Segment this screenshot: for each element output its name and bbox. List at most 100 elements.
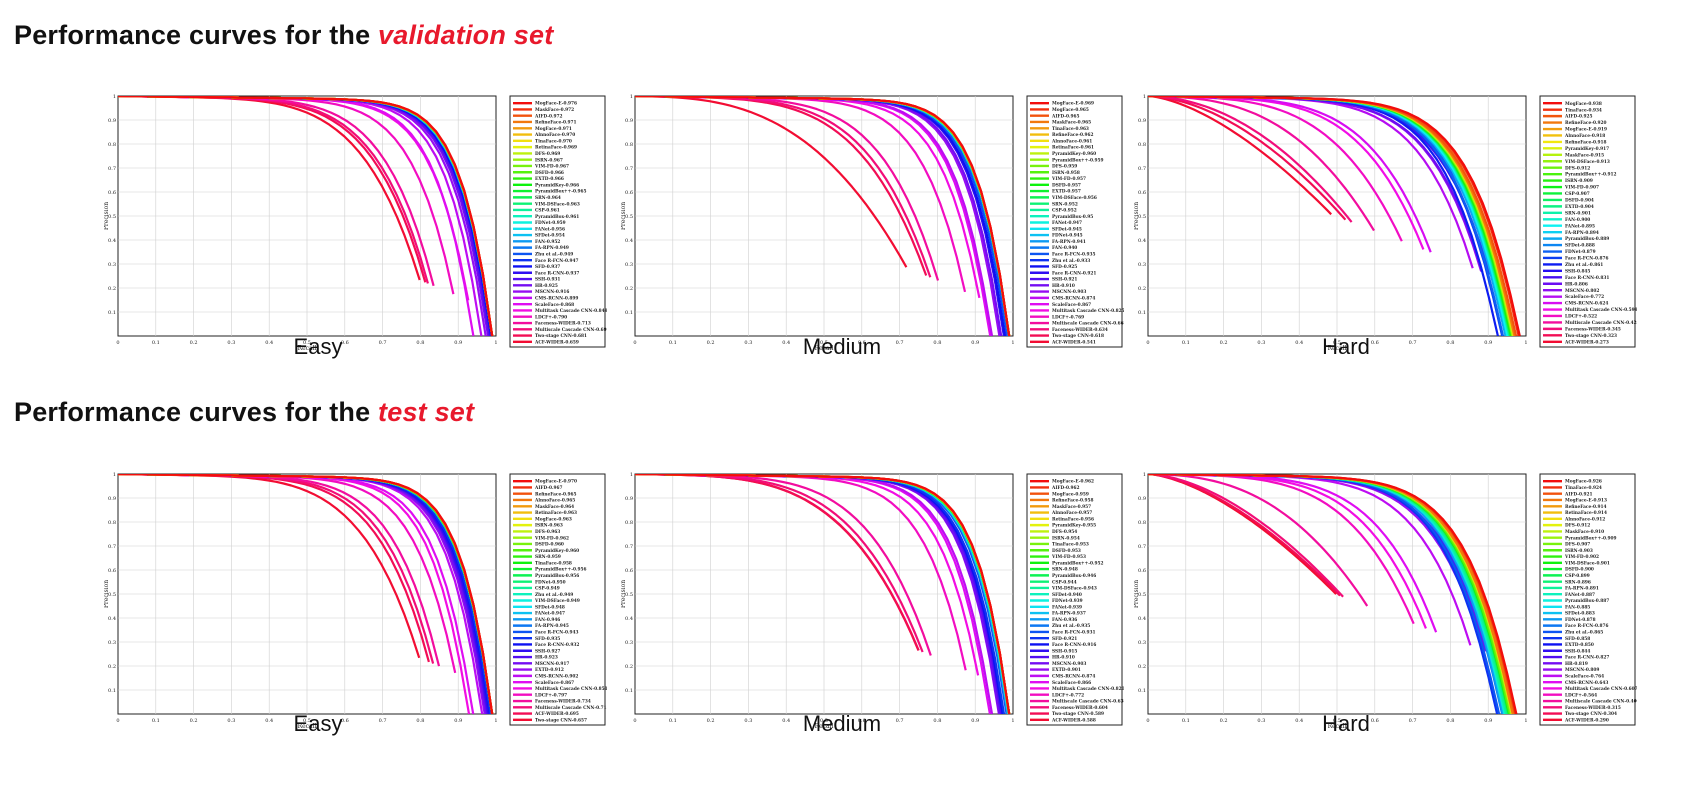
y-tick-label: 0.8 — [625, 142, 633, 148]
legend-label: VIM-FD-0.967 — [534, 165, 569, 170]
legend-label: VIM-FD-0.902 — [1564, 555, 1599, 560]
x-tick-label: 0.8 — [416, 340, 424, 346]
legend-label: ACF-WIDER-0.659 — [534, 340, 579, 345]
y-tick-label: 0.1 — [108, 688, 116, 694]
legend-label: TinaFace-0.953 — [1052, 543, 1089, 548]
legend-label: PyramidBox-0.95 — [1052, 215, 1093, 220]
x-tick-label: 0.7 — [379, 340, 387, 346]
y-tick-label: 0.8 — [108, 142, 116, 148]
legend-label: RefineFace-0.918 — [1565, 141, 1606, 146]
legend-label: PyramidBox++-0.909 — [1565, 536, 1616, 541]
x-tick-label: 0.5 — [820, 340, 828, 346]
y-tick-label: 0.3 — [1138, 640, 1146, 646]
legend-label: PyramidBox-0.887 — [1565, 599, 1609, 604]
x-tick-label: 0.5 — [303, 340, 311, 346]
pr-curve-chart: 0 0.1 0.2 0.3 0.4 0.5 0.6 0.7 0.8 0.9 1 0.1 0.2 0.3 0.… — [1134, 472, 1637, 730]
legend-label: ScaleFace-0.867 — [1052, 303, 1091, 308]
legend-label: SRN-0.901 — [1565, 211, 1591, 216]
legend-label: MogFace-E-0.976 — [535, 102, 577, 107]
panel-caption: Hard — [1322, 334, 1370, 359]
y-axis-label: Precision — [621, 580, 627, 608]
x-tick-label: 0.6 — [1371, 718, 1379, 724]
y-tick-label: 0.1 — [625, 688, 633, 694]
y-tick-label: 0.7 — [108, 544, 116, 550]
x-tick-label: 0.4 — [782, 718, 790, 724]
legend-label: MogFace-E-0.970 — [535, 480, 577, 485]
legend-label: SFD-0.921 — [1052, 637, 1077, 642]
legend-label: CSP-0.961 — [535, 209, 560, 214]
y-tick-label: 1 — [1143, 94, 1146, 100]
legend-label: FA-RPN-0.891 — [1565, 587, 1599, 592]
x-tick-label: 0.7 — [896, 340, 904, 346]
legend-label: DFS-0.912 — [1565, 524, 1590, 529]
legend-label: HR-0.910 — [1052, 656, 1075, 661]
y-tick-label: 0.8 — [1138, 520, 1146, 526]
legend-label: PyramidBox++-0.952 — [1052, 561, 1103, 566]
legend-label: Multiscale Cascade CNN-0.664 — [1052, 322, 1124, 327]
legend-label: MaskFace-0.964 — [535, 505, 574, 510]
y-tick-label: 0.7 — [1138, 544, 1146, 550]
panel-caption: Medium — [802, 711, 882, 736]
series-line — [118, 474, 494, 714]
legend-label: LDCF+-0.769 — [1052, 315, 1084, 320]
y-tick-label: 0.8 — [108, 520, 116, 526]
series-line — [118, 96, 494, 336]
legend-label: EXTD-0.904 — [1565, 205, 1594, 210]
y-tick-label: 0.9 — [625, 118, 633, 124]
x-tick-label: 0.8 — [416, 718, 424, 724]
x-tick-label: 0.9 — [1484, 718, 1492, 724]
legend-label: VIM-FD-0.953 — [1051, 555, 1086, 560]
legend-label: PyramidBox++-0.959 — [1052, 158, 1103, 163]
legend-label: Face R-CNN-0.932 — [535, 643, 579, 648]
legend-label: Multitask Cascade CNN-0.851 — [535, 687, 607, 692]
legend-label: DSFD-0.904 — [1565, 199, 1594, 204]
legend-label: ACF-WIDER-0.290 — [1564, 718, 1609, 723]
legend-label: Two-stage CNN-0.618 — [1052, 334, 1104, 339]
y-tick-label: 0.6 — [625, 190, 633, 196]
pr-curve-chart: 0 0.1 0.2 0.3 0.4 0.5 0.6 0.7 0.8 0.9 1 0.1 0.2 0.3 0.… — [104, 94, 607, 352]
x-tick-label: 0.2 — [190, 340, 198, 346]
legend-label: DFS-0.954 — [1052, 530, 1077, 535]
legend-label: SRN-0.948 — [1052, 568, 1078, 573]
x-tick-label: 0.5 — [303, 718, 311, 724]
legend-label: FANet-0.887 — [1565, 593, 1595, 598]
x-tick-label: 0.7 — [1409, 718, 1417, 724]
legend-label: HR-0.923 — [535, 656, 558, 661]
legend-label: ACF-WIDER-0.695 — [534, 712, 579, 717]
legend-label: ISRN-0.967 — [535, 158, 563, 163]
legend-label: PyramidKey-0.917 — [1565, 147, 1609, 152]
x-tick-label: 0 — [1146, 340, 1149, 346]
legend-label: DFS-0.963 — [535, 530, 560, 535]
x-tick-label: 0.2 — [707, 340, 715, 346]
y-tick-label: 0.6 — [1138, 568, 1146, 574]
x-tick-label: 0.9 — [971, 718, 979, 724]
legend-label: SFDet-0.954 — [535, 234, 565, 239]
legend-label: Multitask Cascade CNN-0.607 — [1565, 687, 1637, 692]
legend-label: DSFD-0.966 — [535, 171, 564, 176]
y-tick-label: 0.4 — [625, 616, 633, 622]
x-tick-label: 0 — [633, 718, 636, 724]
legend-label: HR-0.806 — [1565, 282, 1588, 287]
legend-label: Multiscale Cascade CNN-0.691 — [535, 328, 607, 333]
y-tick-label: 0.6 — [108, 190, 116, 196]
legend-label: MogFace-0.959 — [1052, 492, 1089, 497]
panel-caption: Easy — [293, 334, 343, 359]
y-tick-label: 0.4 — [625, 238, 633, 244]
y-tick-label: 0.5 — [108, 214, 116, 220]
legend-label: CSP-0.907 — [1565, 192, 1590, 197]
y-tick-label: 0.1 — [108, 310, 116, 316]
y-tick-label: 0.7 — [108, 166, 116, 172]
legend-label: CSP-0.949 — [535, 587, 560, 592]
legend-label: SFDet-0.883 — [1565, 612, 1595, 617]
x-tick-label: 0.5 — [1333, 718, 1341, 724]
legend-label: FANet-0.947 — [1052, 221, 1082, 226]
y-tick-label: 0.3 — [625, 640, 633, 646]
x-tick-label: 0.7 — [379, 718, 387, 724]
legend-label: DFS-0.959 — [1052, 165, 1077, 170]
legend-label: SFDet-0.945 — [1052, 227, 1082, 232]
legend-label: MogFace-0.963 — [535, 517, 572, 522]
legend-label: AlnnoFace-0.961 — [1051, 139, 1092, 144]
legend-label: SFD-0.935 — [535, 637, 560, 642]
legend-label: SRN-0.952 — [1052, 202, 1078, 207]
legend-label: SSH-0.915 — [1052, 649, 1077, 654]
